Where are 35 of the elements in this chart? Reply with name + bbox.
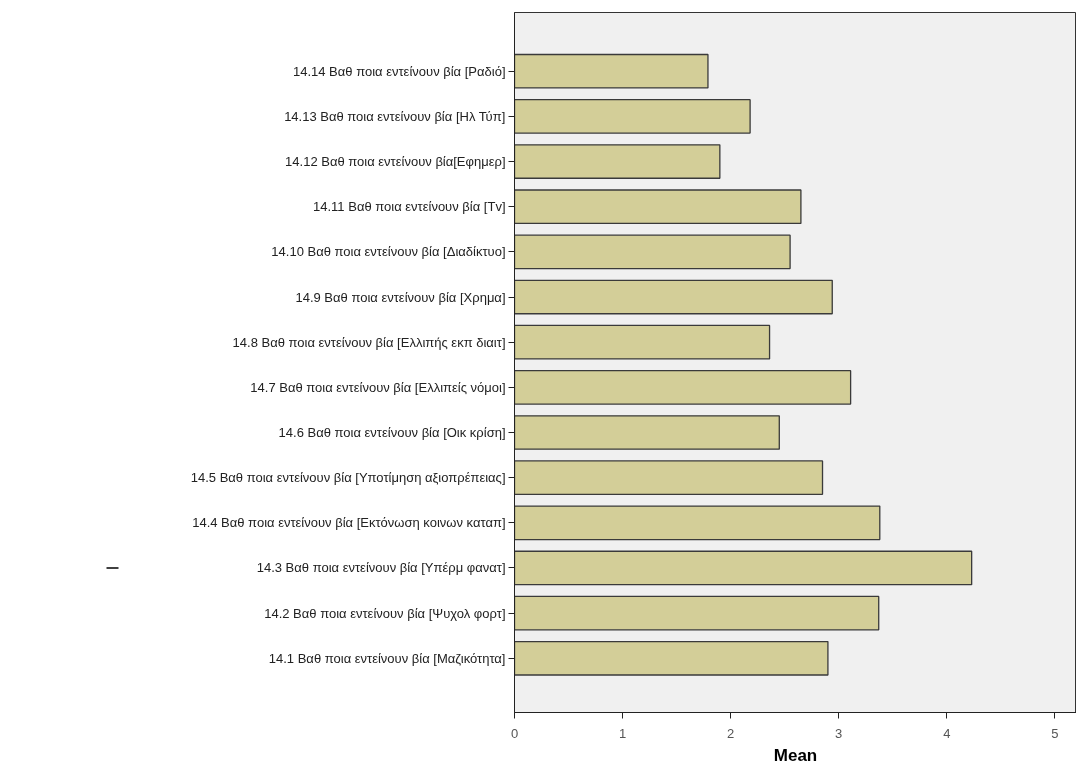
x-tick-label: 0 bbox=[510, 725, 519, 741]
y-tick-label: 14.8 Βαθ ποια εντείνουν βία [Ελλιπής εκπ διαιτ] bbox=[232, 334, 506, 350]
y-tick-label: 14.12 Βαθ ποια εντείνουν βία[Εφημερ] bbox=[285, 154, 506, 170]
y-tick-label: 14.2 Βαθ ποια εντείνουν βία [Ψυχολ φορτ] bbox=[264, 605, 506, 621]
y-tick-label: 14.9 Βαθ ποια εντείνουν βία [Χρημα] bbox=[295, 289, 506, 305]
bar bbox=[514, 144, 721, 179]
x-tick-label: 5 bbox=[1051, 725, 1059, 741]
y-tick-label: 14.4 Βαθ ποια εντείνουν βία [Εκτόνωση κοινων καταπ] bbox=[192, 515, 506, 531]
y-tick-label: 14.11 Βαθ ποια εντείνουν βία [Τv] bbox=[313, 199, 506, 215]
y-tick-label: 14.10 Βαθ ποια εντείνουν βία [Διαδίκτυο] bbox=[271, 244, 506, 260]
x-tick-label: 4 bbox=[943, 725, 951, 741]
bar bbox=[514, 550, 973, 586]
bar bbox=[514, 189, 802, 225]
bar bbox=[514, 415, 780, 450]
y-tick-label: 14.6 Βαθ ποια εντείνουν βία [Οικ κρίση] bbox=[278, 425, 506, 440]
y-tick-label: 14.7 Βαθ ποια εντείνουν βία [Ελλιπείς νόμοι] bbox=[250, 379, 506, 395]
bar bbox=[514, 324, 771, 360]
x-tick-label: 1 bbox=[618, 725, 627, 741]
y-tick-label: 14.3 Βαθ ποια εντείνουν βία [Υπέρμ φανατ] bbox=[256, 560, 506, 576]
bar bbox=[514, 234, 791, 270]
x-tick-label: 2 bbox=[727, 725, 735, 741]
bar bbox=[514, 505, 881, 541]
bar bbox=[514, 595, 880, 631]
bar bbox=[514, 460, 824, 496]
y-tick-label: 14.1 Βαθ ποια εντείνουν βία [Μαζικότητα] bbox=[268, 650, 506, 666]
y-tick-label: 14.5 Βαθ ποια εντείνουν βία [Υποτίμηση αξιοπρέπειας] bbox=[190, 470, 506, 486]
bar bbox=[514, 53, 709, 89]
bar bbox=[514, 99, 751, 134]
y-tick-label: 14.14 Βαθ ποια εντείνουν βία [Ραδιό] bbox=[292, 63, 506, 79]
x-axis-title: Mean bbox=[773, 745, 818, 765]
bar bbox=[514, 369, 852, 405]
x-tick-label: 3 bbox=[835, 725, 843, 741]
y-tick-label: 14.13 Βαθ ποια εντείνουν βία [Ηλ Τύπ] bbox=[284, 108, 506, 124]
bar bbox=[514, 640, 829, 676]
bar bbox=[514, 279, 833, 315]
